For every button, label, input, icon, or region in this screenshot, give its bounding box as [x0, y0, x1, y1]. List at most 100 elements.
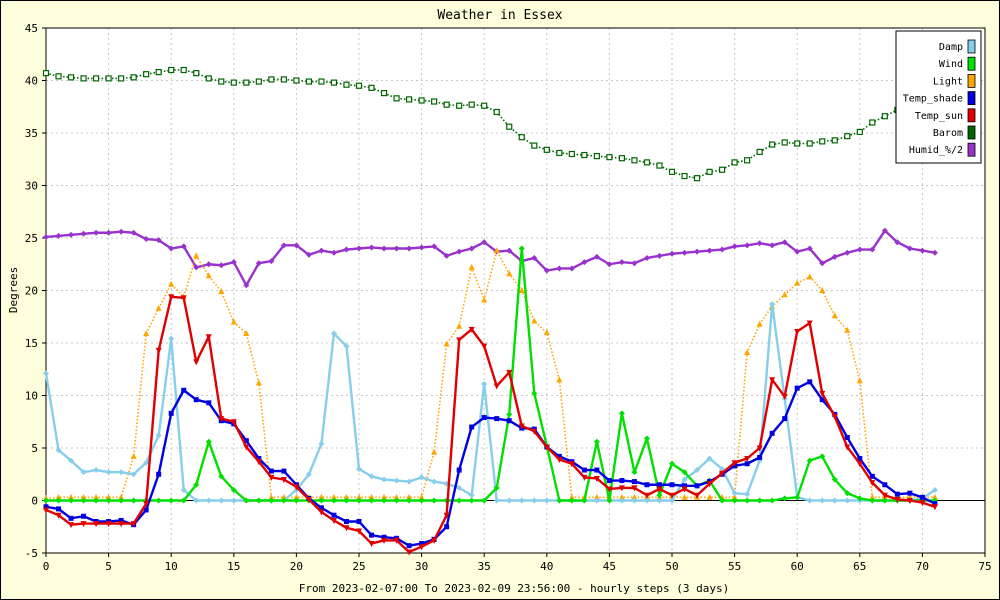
data-point — [919, 247, 926, 254]
data-point — [481, 239, 488, 246]
data-point — [744, 456, 751, 462]
y-tick-label: 5 — [31, 442, 38, 455]
data-point — [180, 243, 187, 250]
data-point — [481, 415, 487, 421]
data-point — [418, 244, 425, 251]
data-point — [205, 334, 212, 341]
data-point — [330, 497, 337, 504]
data-point — [80, 75, 87, 82]
data-point — [230, 497, 237, 504]
data-point — [881, 492, 888, 499]
data-point — [618, 259, 625, 266]
data-point — [343, 493, 350, 500]
data-point — [806, 140, 813, 147]
data-point — [881, 113, 888, 120]
data-point — [255, 260, 262, 267]
data-point — [481, 497, 488, 504]
data-point — [681, 486, 688, 493]
data-point — [468, 497, 475, 504]
data-point — [794, 494, 801, 501]
data-point — [556, 376, 563, 383]
data-point — [330, 330, 337, 337]
data-point — [831, 312, 838, 319]
data-point — [180, 295, 187, 302]
data-point — [744, 461, 750, 467]
data-point — [468, 492, 475, 499]
data-point — [118, 517, 124, 523]
data-point — [694, 467, 701, 474]
y-axis-label: Degrees — [7, 267, 20, 313]
data-point — [93, 493, 100, 500]
data-point — [381, 534, 387, 540]
x-tick-label: 10 — [165, 560, 178, 573]
data-point — [205, 272, 212, 279]
data-point — [869, 246, 876, 253]
data-point — [606, 497, 613, 504]
data-point — [506, 123, 513, 130]
data-point — [531, 428, 538, 435]
data-point — [318, 440, 325, 447]
data-point — [243, 444, 250, 451]
data-point — [393, 537, 400, 544]
data-point — [606, 486, 613, 493]
data-point — [118, 228, 125, 235]
data-point — [168, 66, 175, 74]
data-point — [806, 273, 813, 280]
data-point — [782, 416, 788, 422]
data-point — [180, 497, 187, 504]
legend-swatch — [967, 91, 976, 105]
data-point — [856, 495, 863, 502]
data-point — [769, 497, 776, 504]
data-point — [681, 249, 688, 256]
data-point — [669, 482, 675, 488]
data-point — [506, 411, 513, 418]
data-point — [281, 468, 287, 474]
data-point — [794, 279, 801, 286]
data-point — [206, 400, 212, 406]
data-point — [230, 259, 237, 266]
data-point — [907, 490, 913, 496]
data-point — [844, 435, 850, 440]
data-point — [393, 245, 400, 252]
data-point — [418, 544, 425, 551]
data-point — [518, 245, 525, 252]
data-point — [731, 493, 738, 500]
data-point — [731, 159, 738, 166]
data-point — [819, 287, 826, 293]
data-point — [531, 497, 538, 504]
data-point — [719, 246, 726, 253]
data-point — [55, 232, 62, 239]
series-Temp_sun — [43, 294, 938, 556]
data-point — [618, 497, 625, 504]
data-point — [819, 390, 826, 397]
data-point — [656, 497, 663, 504]
data-point — [781, 239, 788, 246]
data-point — [356, 528, 362, 535]
data-point — [506, 497, 513, 504]
data-point — [444, 524, 450, 530]
data-point — [518, 287, 525, 293]
data-point — [105, 497, 112, 504]
data-point — [268, 474, 275, 481]
data-point — [168, 294, 175, 301]
data-point — [243, 497, 250, 504]
data-point — [844, 490, 851, 497]
data-point — [819, 397, 825, 403]
data-point — [806, 320, 813, 327]
series-Wind — [43, 245, 938, 504]
data-point — [406, 549, 413, 556]
data-point — [155, 237, 162, 244]
data-point — [807, 379, 813, 385]
data-point — [180, 487, 187, 493]
data-point — [593, 475, 600, 482]
data-point — [568, 265, 575, 272]
data-point — [518, 423, 525, 430]
y-tick-label: 35 — [25, 127, 38, 140]
data-point — [293, 497, 300, 504]
x-tick-label: 20 — [290, 560, 303, 573]
data-point — [380, 89, 388, 97]
data-point — [130, 497, 137, 504]
x-tick-label: 70 — [916, 560, 929, 573]
data-point — [656, 492, 663, 499]
data-point — [731, 490, 738, 497]
